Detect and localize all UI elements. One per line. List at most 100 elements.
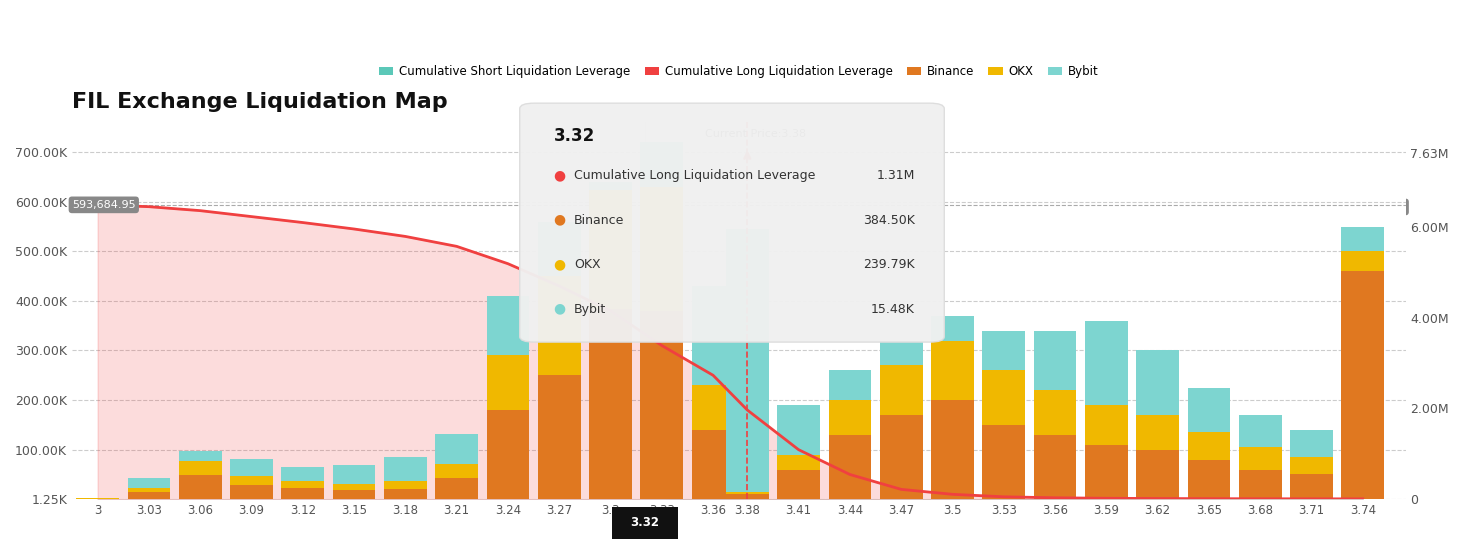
Cumulative Long Liquidation Leverage xyxy=(602,307,619,314)
Cumulative Short Liquidation Leverage xyxy=(1354,204,1372,210)
Cumulative Long Liquidation Leverage xyxy=(893,486,911,493)
Cumulative Long Liquidation Leverage xyxy=(996,494,1013,500)
Cumulative Long Liquidation Leverage xyxy=(448,243,466,250)
Text: Binance: Binance xyxy=(574,214,624,227)
Text: Cumulative Long Liquidation Leverage: Cumulative Long Liquidation Leverage xyxy=(574,169,815,182)
Cumulative Short Liquidation Leverage xyxy=(397,496,414,502)
Cumulative Short Liquidation Leverage xyxy=(738,489,755,496)
Cumulative Long Liquidation Leverage xyxy=(1303,496,1321,502)
Bar xyxy=(1239,415,1281,447)
Text: 593,684.95: 593,684.95 xyxy=(72,200,136,210)
Bar xyxy=(1187,388,1230,432)
Text: FIL Exchange Liquidation Map: FIL Exchange Liquidation Map xyxy=(72,92,448,112)
Bar xyxy=(435,464,479,478)
Bar xyxy=(829,400,871,435)
Bar xyxy=(127,478,170,488)
Bar xyxy=(281,482,324,488)
Bar xyxy=(1136,350,1179,415)
Text: Bybit: Bybit xyxy=(574,303,606,316)
Bar xyxy=(1136,415,1179,450)
Cumulative Long Liquidation Leverage xyxy=(89,201,107,208)
Cumulative Long Liquidation Leverage xyxy=(1354,496,1372,502)
Bar xyxy=(1341,271,1383,499)
Text: 3.32: 3.32 xyxy=(553,127,594,145)
Bar xyxy=(537,375,581,499)
Cumulative Short Liquidation Leverage xyxy=(243,496,261,502)
Cumulative Long Liquidation Leverage xyxy=(141,204,158,210)
Cumulative Short Liquidation Leverage xyxy=(842,455,859,462)
Bar xyxy=(179,451,221,460)
Cumulative Short Liquidation Leverage xyxy=(141,496,158,502)
Bar xyxy=(179,460,221,476)
Text: 15.48K: 15.48K xyxy=(871,303,915,316)
Bar xyxy=(127,492,170,499)
Bar xyxy=(726,229,769,492)
Cumulative Long Liquidation Leverage xyxy=(243,213,261,220)
Text: 384.50K: 384.50K xyxy=(864,214,915,227)
Bar xyxy=(726,492,769,494)
Bar xyxy=(537,276,581,375)
Bar xyxy=(931,316,974,340)
Bar xyxy=(435,478,479,499)
Text: ●: ● xyxy=(553,302,565,316)
Cumulative Short Liquidation Leverage xyxy=(602,496,619,502)
Cumulative Long Liquidation Leverage xyxy=(192,207,209,214)
Cumulative Short Liquidation Leverage xyxy=(448,496,466,502)
Bar xyxy=(76,498,119,499)
Cumulative Long Liquidation Leverage xyxy=(397,233,414,239)
Bar xyxy=(589,308,632,499)
Bar xyxy=(589,182,632,190)
Bar xyxy=(880,365,922,415)
Bar xyxy=(1290,457,1332,475)
Cumulative Long Liquidation Leverage xyxy=(738,407,755,413)
Bar xyxy=(1034,435,1076,499)
Bar xyxy=(435,434,479,464)
Cumulative Short Liquidation Leverage xyxy=(1149,269,1167,275)
Cumulative Short Liquidation Leverage xyxy=(1047,337,1064,344)
Bar xyxy=(640,142,684,187)
Cumulative Long Liquidation Leverage xyxy=(1047,495,1064,501)
Bar xyxy=(332,490,375,499)
Cumulative Short Liquidation Leverage xyxy=(1252,228,1269,235)
Bar xyxy=(384,482,426,489)
Cumulative Long Liquidation Leverage xyxy=(1098,495,1116,502)
Text: OKX: OKX xyxy=(574,258,600,272)
Bar xyxy=(1136,450,1179,499)
Bar xyxy=(1085,321,1127,405)
Bar xyxy=(982,331,1025,370)
Bar xyxy=(982,370,1025,425)
Bar xyxy=(486,410,530,499)
Line: Cumulative Short Liquidation Leverage: Cumulative Short Liquidation Leverage xyxy=(98,207,1363,499)
Cumulative Short Liquidation Leverage xyxy=(89,496,107,502)
Bar xyxy=(1290,430,1332,457)
Bar xyxy=(1034,390,1076,435)
Bar xyxy=(230,459,272,476)
Bar xyxy=(230,485,272,499)
Cumulative Long Liquidation Leverage xyxy=(294,219,312,226)
Bar xyxy=(931,340,974,400)
Cumulative Short Liquidation Leverage xyxy=(346,496,363,502)
Text: Current Price:3.38: Current Price:3.38 xyxy=(706,129,807,139)
Cumulative Short Liquidation Leverage xyxy=(499,496,517,502)
Cumulative Long Liquidation Leverage xyxy=(653,342,671,349)
Bar xyxy=(281,488,324,499)
Cumulative Short Liquidation Leverage xyxy=(550,496,568,502)
Bar xyxy=(127,488,170,492)
Bar xyxy=(691,385,735,430)
Bar xyxy=(1290,475,1332,499)
Bar xyxy=(880,415,922,499)
Cumulative Long Liquidation Leverage xyxy=(789,446,807,453)
Bar xyxy=(829,370,871,400)
Cumulative Short Liquidation Leverage xyxy=(944,405,962,412)
Cumulative Short Liquidation Leverage xyxy=(653,496,671,502)
Bar xyxy=(691,430,735,499)
Bar xyxy=(982,425,1025,499)
Cumulative Short Liquidation Leverage xyxy=(789,473,807,480)
Bar xyxy=(777,470,820,499)
Bar xyxy=(281,466,324,482)
Cumulative Long Liquidation Leverage xyxy=(944,491,962,497)
Bar xyxy=(179,476,221,499)
Bar xyxy=(1239,470,1281,499)
Text: ●: ● xyxy=(553,257,565,272)
Cumulative Long Liquidation Leverage xyxy=(842,471,859,478)
